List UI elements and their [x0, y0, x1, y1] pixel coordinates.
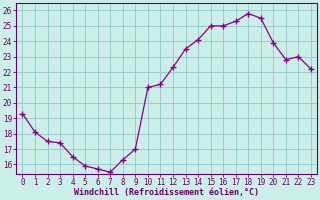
X-axis label: Windchill (Refroidissement éolien,°C): Windchill (Refroidissement éolien,°C)	[74, 188, 259, 197]
